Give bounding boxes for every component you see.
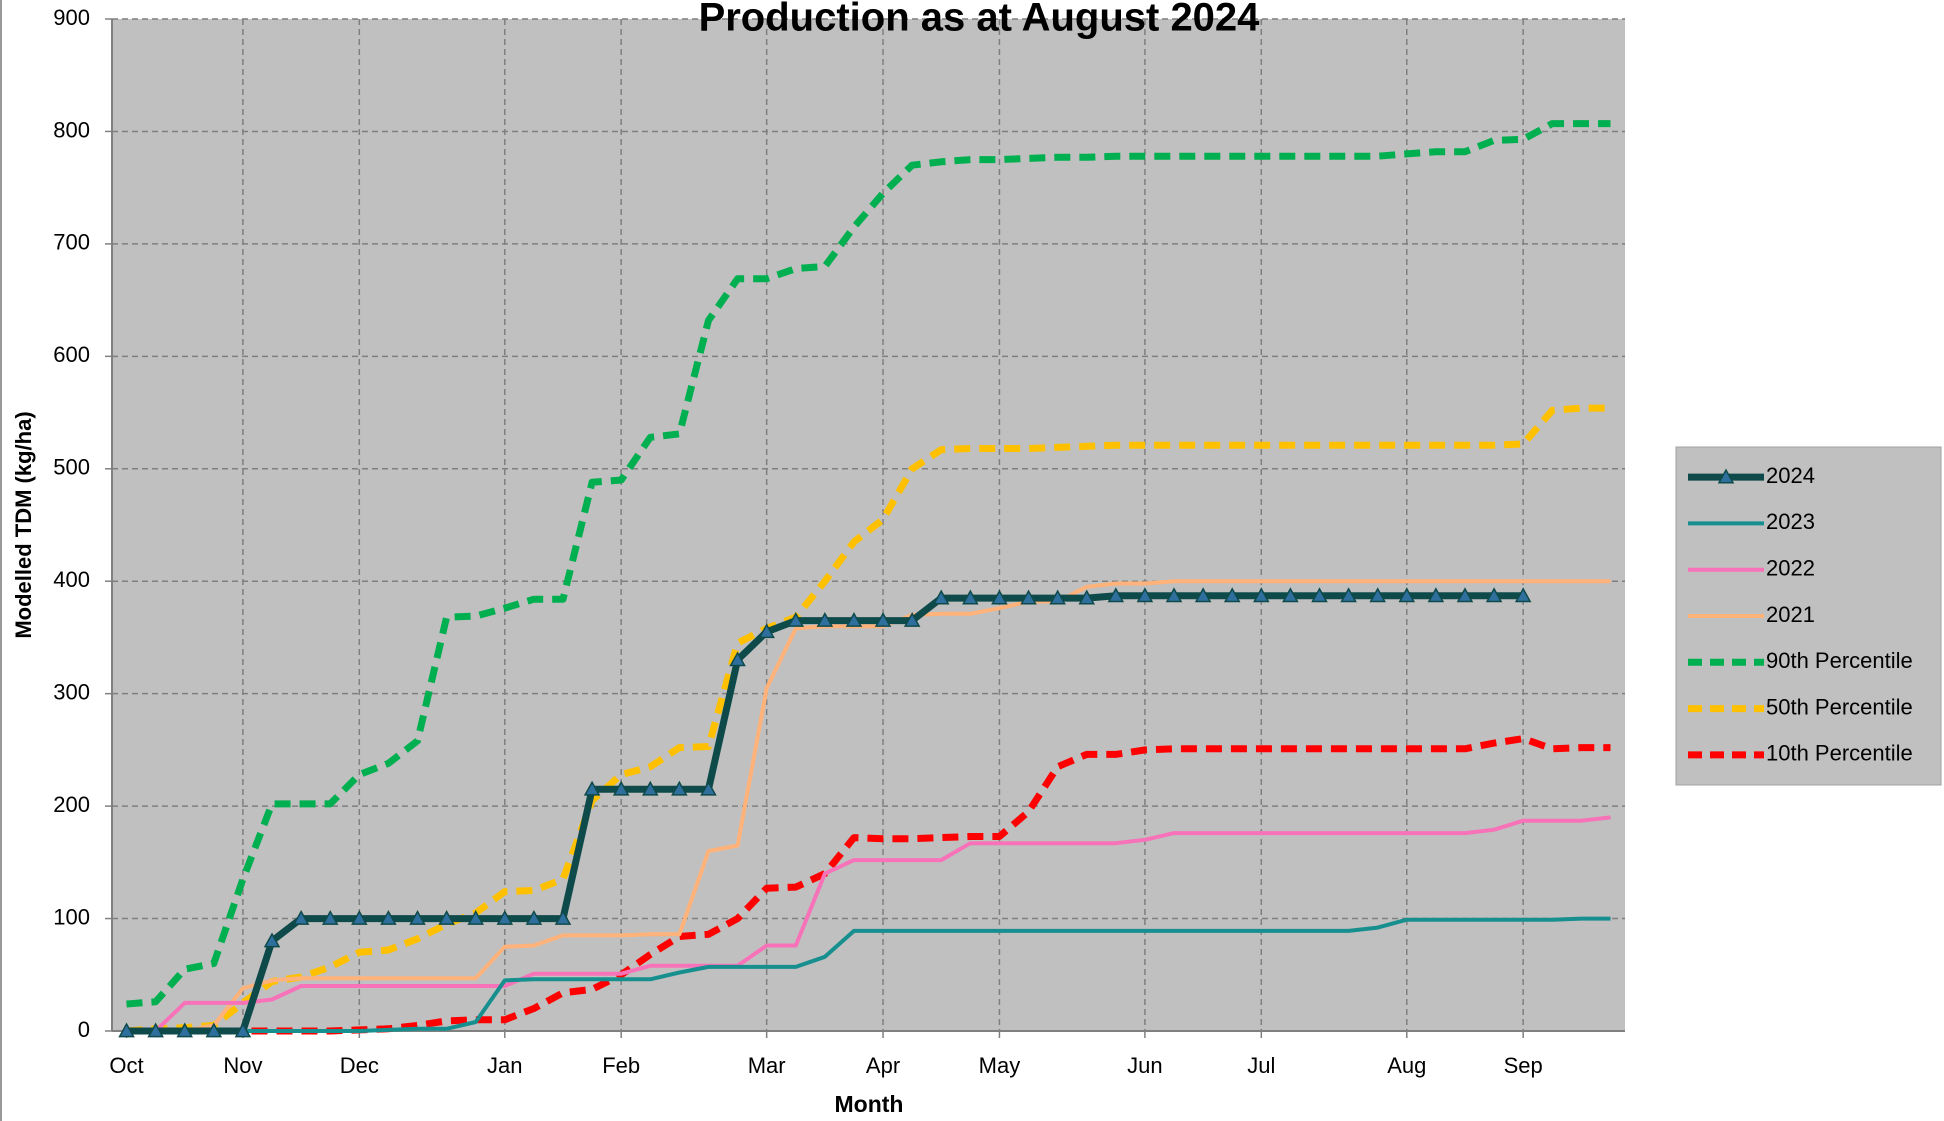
- point-marker: [205, 1022, 223, 1038]
- y-axis-title: Modelled TDM (kg/ha): [11, 411, 36, 638]
- plot-area: [112, 19, 1625, 1031]
- legend-label: 90th Percentile: [1766, 648, 1913, 673]
- legend-marker: [1717, 468, 1735, 484]
- x-tick-label: Jul: [1247, 1053, 1275, 1078]
- y-tick-label: 600: [53, 342, 90, 367]
- point-marker: [525, 910, 543, 925]
- point-marker: [147, 1022, 164, 1038]
- point-marker: [321, 910, 339, 925]
- x-tick-label: Oct: [109, 1053, 143, 1078]
- chart-title: Production as at August 2024: [699, 0, 1261, 40]
- y-tick-label: 900: [53, 5, 90, 30]
- x-tick-label: Aug: [1387, 1053, 1426, 1078]
- series-line: [126, 120, 1611, 1008]
- legend-label: 2021: [1766, 602, 1815, 627]
- y-tick-label: 700: [53, 230, 90, 255]
- point-marker: [234, 1022, 252, 1038]
- series-line: [126, 916, 1611, 1033]
- point-marker: [1485, 587, 1503, 603]
- point-marker: [991, 589, 1008, 605]
- point-marker: [467, 910, 484, 925]
- y-tick-label: 400: [53, 567, 90, 592]
- x-axis-title: Month: [835, 1091, 904, 1117]
- point-marker: [496, 910, 514, 925]
- y-tick-label: 300: [53, 679, 90, 704]
- point-marker: [932, 589, 950, 605]
- series-line: [126, 815, 1611, 1033]
- y-tick-label: 500: [53, 455, 90, 480]
- legend-label: 2022: [1766, 556, 1815, 581]
- y-tick-label: 100: [53, 904, 90, 929]
- x-tick-label: Dec: [340, 1053, 379, 1078]
- point-marker: [729, 651, 746, 667]
- x-tick-label: Feb: [602, 1053, 640, 1078]
- point-marker: [438, 910, 455, 925]
- point-marker: [962, 589, 979, 605]
- point-marker: [1398, 587, 1416, 603]
- point-marker: [409, 910, 426, 925]
- series-line: [126, 735, 1611, 1035]
- x-tick-label: Sep: [1504, 1053, 1543, 1078]
- point-marker: [1078, 589, 1095, 605]
- point-marker: [292, 910, 310, 925]
- point-marker: [1311, 587, 1328, 603]
- point-marker: [700, 780, 717, 796]
- point-marker: [612, 780, 630, 796]
- point-marker: [176, 1022, 194, 1038]
- x-tick-label: May: [979, 1053, 1021, 1078]
- point-marker: [118, 1022, 135, 1038]
- x-tick-label: Apr: [866, 1053, 900, 1078]
- point-marker: [903, 612, 921, 627]
- point-marker: [787, 612, 805, 627]
- x-tick-label: Mar: [748, 1053, 786, 1078]
- point-marker: [1253, 587, 1270, 603]
- point-marker: [1340, 587, 1357, 603]
- y-tick-label: 800: [53, 117, 90, 142]
- point-marker: [816, 612, 834, 627]
- legend-label: 2023: [1766, 509, 1815, 534]
- point-marker: [1020, 589, 1037, 605]
- point-marker: [1136, 587, 1154, 603]
- point-marker: [1369, 587, 1386, 603]
- x-tick-label: Jun: [1127, 1053, 1162, 1078]
- legend: 2024 2023 2022 2021 90th Percentile 50th Perc…: [1675, 446, 1942, 786]
- y-tick-label: 0: [78, 1017, 90, 1042]
- legend-label: 10th Percentile: [1766, 741, 1913, 766]
- point-marker: [1165, 587, 1183, 603]
- point-marker: [380, 910, 397, 925]
- series-line: [126, 579, 1611, 1033]
- legend-label: 50th Percentile: [1766, 694, 1913, 719]
- point-marker: [554, 910, 572, 925]
- point-marker: [1514, 587, 1532, 603]
- point-marker: [1107, 587, 1125, 603]
- point-marker: [263, 932, 281, 948]
- point-marker: [845, 612, 863, 627]
- y-tick-label: 200: [53, 792, 90, 817]
- point-marker: [1223, 587, 1241, 603]
- point-marker: [1282, 587, 1299, 603]
- point-marker: [351, 910, 368, 925]
- point-marker: [642, 780, 659, 796]
- x-tick-label: Nov: [223, 1053, 262, 1078]
- legend-label: 2024: [1766, 463, 1815, 488]
- point-marker: [583, 780, 601, 796]
- point-marker: [1427, 587, 1445, 603]
- point-marker: [874, 612, 892, 627]
- point-marker: [1456, 587, 1474, 603]
- labels: 0 100 200 300 400 500 600 700 800 900 Oct Nov Dec Jan…: [53, 5, 1542, 1078]
- point-marker: [671, 780, 688, 796]
- series-lines: [118, 120, 1611, 1038]
- point-marker: [1194, 587, 1212, 603]
- point-marker: [1049, 589, 1066, 605]
- x-tick-label: Jan: [487, 1053, 522, 1078]
- series-line: [126, 404, 1611, 1035]
- point-marker: [758, 623, 775, 639]
